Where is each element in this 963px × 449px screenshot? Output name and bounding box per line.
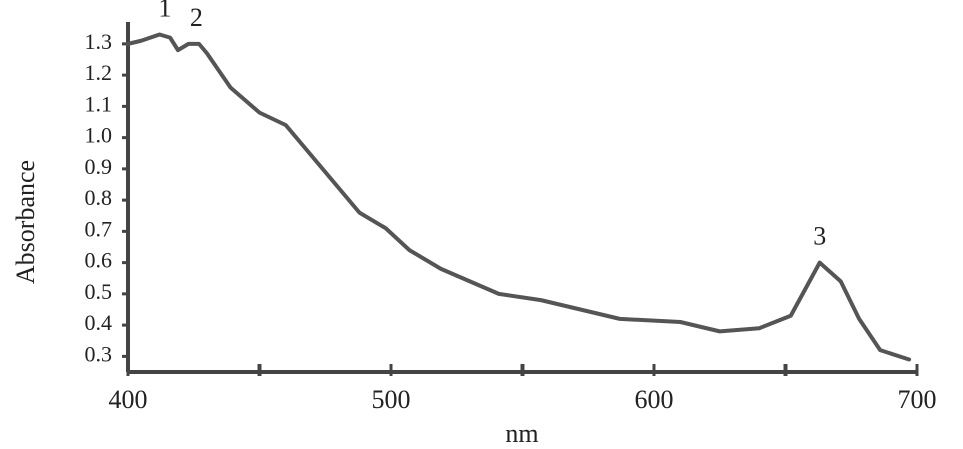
x-tick-label: 600	[635, 385, 674, 414]
y-tick-label: 1.2	[85, 60, 113, 85]
y-tick-label: 0.5	[85, 279, 113, 304]
x-tick-label: 700	[898, 385, 937, 414]
y-tick-label: 0.9	[85, 154, 113, 179]
x-tick-label: 500	[372, 385, 411, 414]
peak-label: 1	[158, 0, 171, 22]
y-tick-label: 1.0	[85, 123, 113, 148]
y-tick-label: 0.7	[85, 216, 113, 241]
y-tick-label: 1.3	[85, 29, 113, 54]
spectrum-line	[126, 32, 912, 362]
y-tick-label: 1.1	[85, 91, 113, 116]
peak-label: 2	[190, 3, 203, 32]
y-tick-label: 0.4	[85, 310, 113, 335]
peak-label: 3	[813, 222, 826, 251]
x-axis-label: nm	[505, 419, 538, 448]
y-tick-label: 0.3	[85, 341, 113, 366]
y-axis-label: Absorbance	[11, 160, 40, 284]
x-tick-label: 400	[109, 385, 148, 414]
y-tick-label: 0.8	[85, 185, 113, 210]
y-tick-label: 0.6	[85, 248, 113, 273]
